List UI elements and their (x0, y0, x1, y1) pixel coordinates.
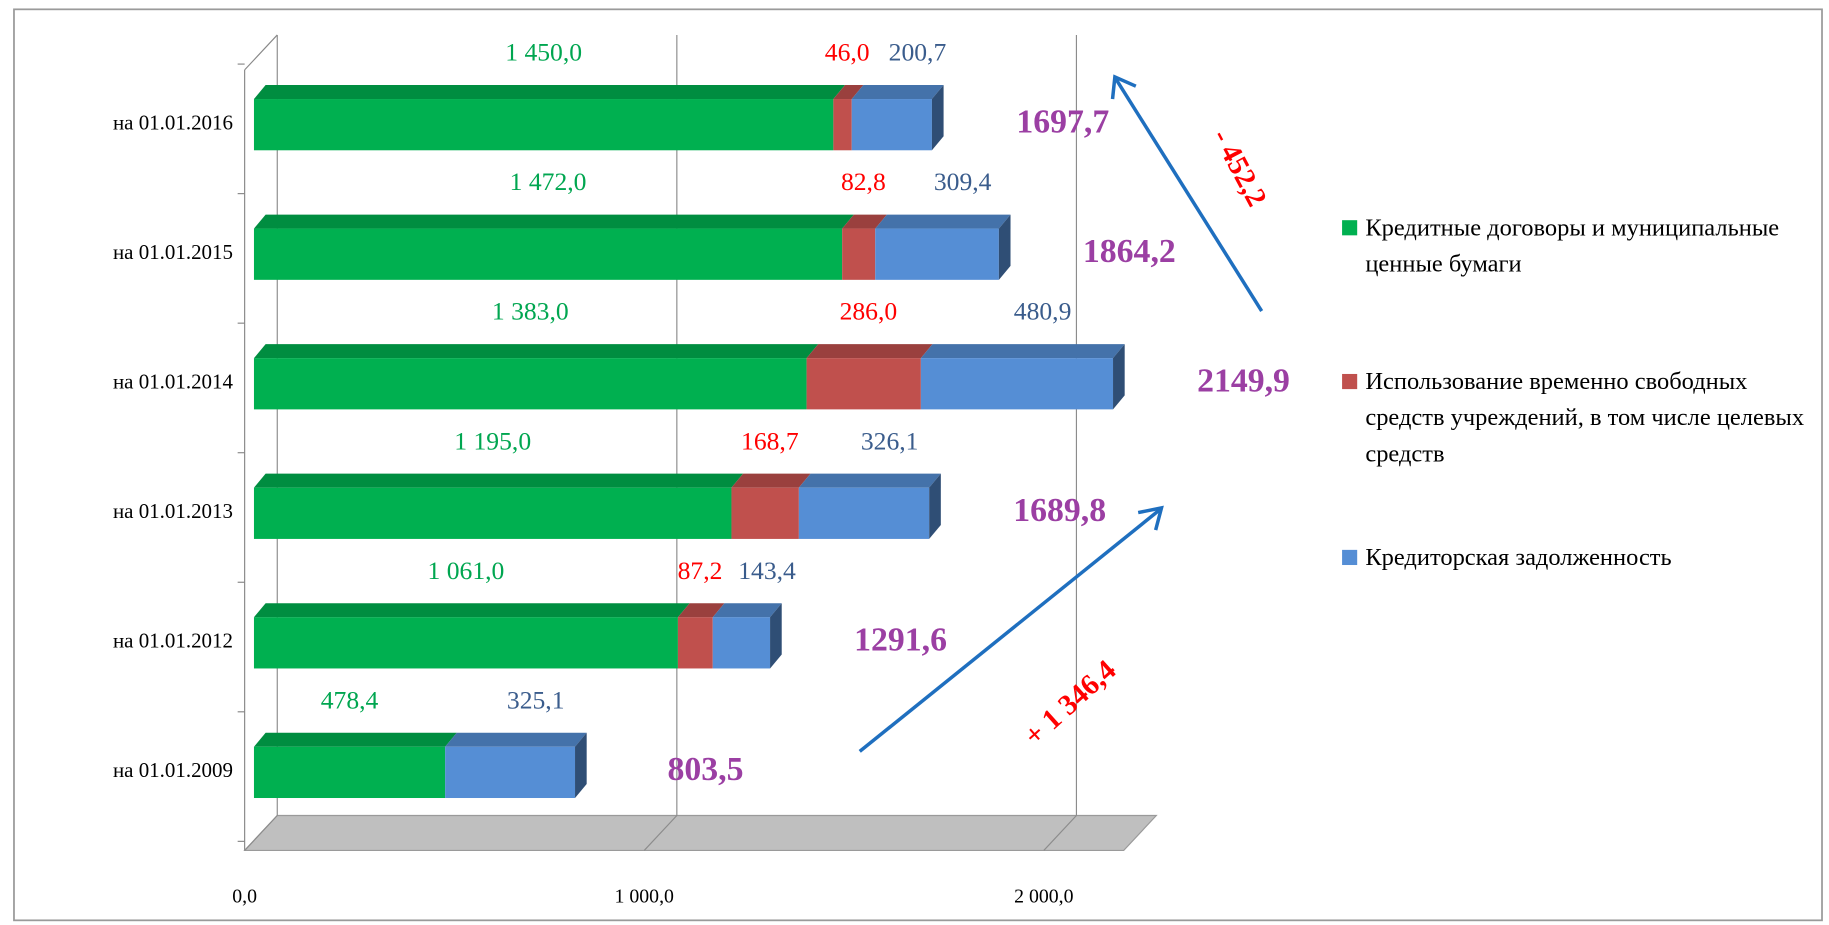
bar (875, 228, 999, 280)
bar (677, 617, 713, 669)
legend-box: Кредитные договоры и муниципальные ценны… (1342, 210, 1808, 576)
legend-item: Кредитные договоры и муниципальные ценны… (1342, 210, 1808, 282)
bar-top (712, 603, 782, 618)
y-tick-label: на 01.01.2014 (113, 370, 234, 394)
total-label: 1864,2 (1083, 233, 1176, 270)
bar (253, 228, 843, 280)
bar (253, 99, 834, 151)
value-label: 143,4 (738, 556, 796, 585)
bar (731, 487, 799, 539)
value-label: 87,2 (678, 556, 723, 585)
bar (712, 617, 771, 669)
value-label: 480,9 (1014, 297, 1072, 326)
legend-label: Использование временно свободных средств… (1365, 366, 1805, 468)
arrow-head (1110, 74, 1137, 100)
bar (806, 358, 921, 410)
bar-top (253, 214, 854, 229)
value-label: 1 450,0 (505, 38, 582, 67)
bar (851, 99, 932, 151)
bar (920, 358, 1114, 410)
arrow (1114, 78, 1264, 312)
legend-swatch (1342, 549, 1358, 566)
tick-mark (244, 815, 278, 851)
bar (798, 487, 930, 539)
marks: 0,0 1 000,0 2 000,0 на 01.01.2016 1 450,0 46,… (113, 34, 1290, 908)
value-label: 46,0 (825, 38, 870, 67)
value-label: 168,7 (741, 426, 799, 455)
bar-top (851, 85, 944, 100)
bar-top (842, 214, 887, 229)
arrow (858, 508, 1161, 753)
bar (833, 99, 852, 151)
bar-top (833, 85, 864, 100)
value-label: 200,7 (889, 38, 947, 67)
bar (253, 487, 732, 539)
bar (253, 617, 678, 669)
legend-swatch (1342, 373, 1358, 390)
bar-top (731, 473, 811, 488)
axis-edge (244, 34, 278, 71)
total-label: 1697,7 (1016, 103, 1109, 140)
arrows (858, 74, 1264, 753)
bar-top (875, 214, 1011, 229)
bar-side (929, 473, 941, 539)
y-tick-label: на 01.01.2016 (113, 110, 233, 134)
value-label: 326,1 (861, 426, 919, 455)
axes (244, 34, 278, 851)
value-label: 1 472,0 (510, 167, 587, 196)
bar-top (253, 85, 846, 100)
bar (842, 228, 876, 280)
total-label: 803,5 (668, 751, 744, 788)
y-tick-label: на 01.01.2015 (113, 240, 233, 264)
legend-item: Использование временно свободных средств… (1342, 363, 1808, 471)
tick-mark (1043, 815, 1077, 851)
x-tick-label: 0,0 (232, 886, 257, 908)
bar (445, 746, 576, 799)
bar-top (445, 732, 587, 747)
value-label: 1 383,0 (492, 297, 569, 326)
y-tick-label: на 01.01.2009 (113, 758, 233, 782)
bar-top (253, 603, 690, 618)
bar (253, 358, 807, 410)
tick-mark (643, 815, 678, 851)
bar-top (253, 473, 744, 488)
value-label: 1 195,0 (454, 426, 531, 455)
legend-swatch (1342, 220, 1358, 236)
bar-top (677, 603, 725, 618)
bar-side (998, 214, 1011, 280)
total-label: 2149,9 (1197, 362, 1290, 399)
total-label: 1291,6 (854, 622, 947, 659)
legend-label: Кредиторская задолженность (1365, 542, 1672, 571)
bar-top (798, 473, 941, 488)
bar-side (575, 732, 587, 799)
value-label: 286,0 (840, 297, 898, 326)
legend: Кредитные договоры и муниципальные ценны… (1342, 210, 1808, 576)
bar-top (920, 344, 1125, 359)
bar-top (253, 732, 457, 747)
value-label: 325,1 (507, 685, 565, 714)
bar-top (806, 344, 933, 359)
bar-side (931, 85, 944, 151)
bar-side (770, 603, 782, 669)
value-label: 478,4 (321, 685, 379, 714)
legend-item: Кредиторская задолженность (1342, 539, 1808, 575)
bar-side (1113, 344, 1125, 410)
total-label: 1689,8 (1013, 492, 1106, 529)
value-label: 82,8 (841, 167, 886, 196)
x-tick-label: 2 000,0 (1014, 886, 1073, 908)
value-label: 309,4 (934, 167, 992, 196)
bar (253, 746, 446, 799)
y-tick-label: на 01.01.2012 (113, 629, 233, 653)
floor (243, 814, 1158, 852)
arrow-head (1137, 505, 1164, 531)
y-tick-label: на 01.01.2013 (113, 499, 233, 523)
value-label: 1 061,0 (428, 556, 505, 585)
legend-label: Кредитные договоры и муниципальные ценны… (1365, 213, 1780, 278)
bar-top (253, 344, 819, 359)
x-tick-label: 1 000,0 (615, 886, 674, 908)
